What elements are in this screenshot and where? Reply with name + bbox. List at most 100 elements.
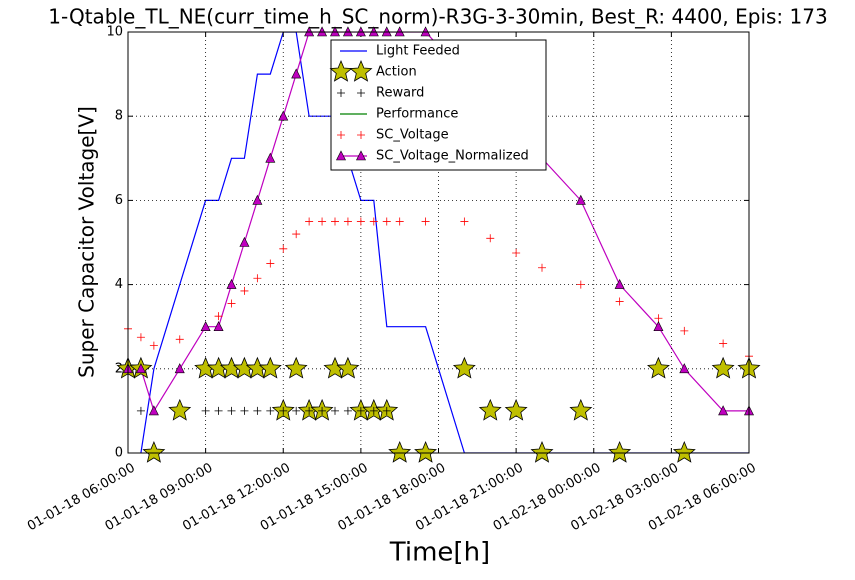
data-point (214, 312, 223, 321)
legend-marker (357, 131, 365, 139)
data-point (388, 440, 412, 463)
data-point (292, 406, 301, 415)
data-point (291, 68, 302, 79)
plot-frame (127, 31, 750, 454)
data-point (336, 356, 360, 379)
series-line (128, 32, 749, 413)
data-point (356, 406, 365, 415)
legend-marker (337, 131, 345, 139)
y-tick-label: 0 (115, 446, 123, 461)
data-point (711, 356, 735, 379)
legend-label: SC_Voltage (376, 128, 449, 143)
data-point (653, 321, 664, 332)
data-point (266, 259, 275, 268)
data-point (331, 217, 339, 226)
data-point (615, 297, 624, 306)
legend-box (330, 39, 547, 171)
data-point (569, 398, 593, 421)
data-point (240, 286, 249, 295)
y-tick-label: 8 (115, 109, 123, 124)
data-point (175, 335, 184, 344)
y-tick-label: 4 (115, 277, 123, 292)
data-point (174, 363, 185, 374)
legend-marker (356, 150, 366, 161)
y-axis-label: Super Capacitor Voltage[V] (75, 106, 99, 378)
data-point (343, 217, 352, 226)
legend-marker (337, 89, 345, 97)
data-point (369, 217, 378, 226)
data-point (168, 398, 192, 421)
data-point (614, 278, 625, 289)
data-point (331, 406, 339, 415)
data-point (538, 263, 546, 272)
data-point (149, 341, 158, 350)
data-point (214, 406, 223, 415)
series-line (140, 32, 749, 453)
data-point (343, 406, 352, 415)
data-point (148, 405, 159, 416)
data-point (135, 363, 146, 374)
data-point (239, 236, 250, 247)
data-point (252, 194, 263, 205)
data-point (279, 244, 288, 253)
data-point (200, 321, 211, 332)
legend-label: Light Feeded (376, 44, 460, 59)
data-point (512, 249, 521, 258)
data-point (136, 406, 145, 415)
data-point (679, 363, 690, 374)
data-point (279, 406, 288, 415)
plot-area (128, 32, 749, 453)
data-point (382, 217, 391, 226)
data-point (460, 217, 469, 226)
data-point (253, 406, 262, 415)
data-point (318, 406, 327, 415)
data-point (608, 440, 632, 463)
data-point (136, 333, 145, 342)
chart-title: 1-Qtable_TL_NE(curr_time_h_SC_norm)-R3G-… (48, 5, 827, 29)
legend-marker (357, 89, 365, 97)
data-point (452, 356, 476, 379)
data-point (356, 217, 365, 226)
data-point (575, 194, 586, 205)
data-point (253, 274, 262, 283)
data-point (213, 321, 224, 332)
x-axis-label: Time[h] (389, 538, 490, 568)
data-point (266, 406, 275, 415)
data-point (258, 356, 282, 379)
data-point (227, 299, 236, 308)
data-point (227, 406, 236, 415)
legend-marker (336, 150, 346, 161)
legend-marker (349, 59, 373, 82)
y-tick-label: 6 (115, 193, 123, 208)
y-tick-label: 10 (106, 25, 123, 40)
data-point (530, 440, 554, 463)
data-point (226, 278, 237, 289)
data-point (369, 406, 378, 415)
data-point (478, 398, 502, 421)
legend-label: Action (376, 65, 417, 80)
legend-label: Reward (376, 86, 424, 101)
data-point (284, 356, 308, 379)
data-point (719, 339, 728, 348)
data-point (305, 406, 314, 415)
data-point (240, 406, 249, 415)
data-point (318, 217, 327, 226)
data-point (718, 405, 729, 416)
legend-marker (329, 59, 353, 82)
data-point (486, 234, 495, 243)
data-point (395, 217, 404, 226)
data-point (576, 280, 585, 289)
legend-label: Performance (376, 107, 458, 122)
y-tick-label: 2 (115, 361, 123, 376)
data-point (201, 406, 210, 415)
data-point (421, 217, 430, 226)
data-point (672, 440, 696, 463)
data-point (265, 152, 276, 163)
data-point (504, 398, 528, 421)
data-point (305, 217, 314, 226)
data-point (654, 314, 663, 323)
data-point (292, 230, 301, 239)
data-point (414, 440, 437, 463)
